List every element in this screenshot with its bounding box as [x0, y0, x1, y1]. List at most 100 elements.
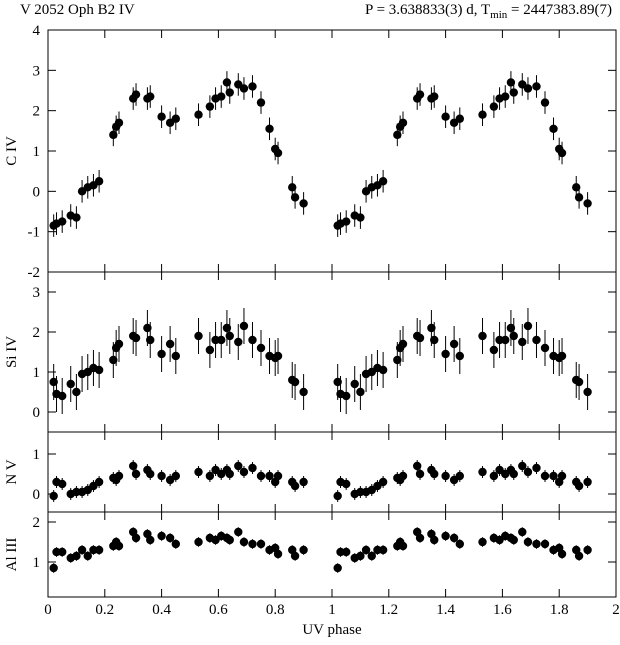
data-point	[146, 335, 155, 345]
data-point	[256, 343, 266, 353]
data-point	[478, 110, 487, 119]
data-point	[506, 323, 516, 333]
data-point	[532, 463, 541, 473]
data-point	[171, 539, 180, 549]
data-point	[583, 477, 592, 487]
data-point	[489, 471, 499, 481]
x-tick-label: 1.6	[493, 602, 512, 618]
data-point	[256, 539, 266, 549]
data-point	[157, 349, 166, 359]
data-point	[478, 331, 487, 341]
data-point	[398, 339, 408, 349]
ephemeris: P = 3.638833(3) d, Tmin = 2447383.89(7)	[365, 2, 612, 21]
data-point	[583, 199, 592, 208]
data-point	[430, 469, 439, 479]
data-point	[583, 545, 592, 555]
data-point	[415, 90, 425, 99]
data-point	[574, 193, 584, 202]
data-point	[342, 479, 351, 489]
data-point	[557, 471, 567, 481]
data-point	[234, 337, 243, 347]
x-tick-label: 0.4	[152, 602, 171, 618]
data-point	[333, 377, 342, 387]
data-point	[290, 551, 300, 561]
data-point	[378, 177, 388, 186]
data-point	[430, 535, 439, 545]
data-point	[509, 88, 518, 97]
data-point	[441, 471, 450, 481]
data-point	[342, 391, 351, 401]
data-point	[109, 130, 118, 140]
y-axis-label: N V	[4, 459, 20, 484]
data-point	[114, 471, 124, 481]
x-tick-label: 0.8	[266, 602, 285, 618]
data-point	[171, 471, 180, 481]
data-point	[342, 547, 351, 557]
x-tick-label: 1.8	[550, 602, 569, 618]
data-point	[449, 533, 459, 543]
data-point	[501, 92, 510, 101]
data-point	[58, 547, 67, 557]
data-point	[489, 345, 499, 355]
y-axis-label: Al III	[4, 538, 20, 572]
data-point	[194, 331, 203, 341]
y-tick-label: 4	[33, 23, 41, 39]
data-point	[509, 469, 518, 479]
data-point	[165, 533, 175, 543]
data-point	[72, 551, 81, 561]
data-point	[518, 461, 527, 471]
data-point	[299, 199, 308, 208]
ephemeris-text: = 2447383.89(7)	[507, 2, 612, 18]
data-point	[290, 193, 300, 202]
data-point	[532, 335, 541, 345]
data-point	[273, 148, 283, 158]
x-tick-label: 0.2	[95, 602, 114, 618]
panel-frame	[47, 511, 617, 598]
data-point	[290, 377, 300, 387]
y-tick-label: -2	[28, 265, 41, 281]
data-point	[165, 339, 175, 349]
data-point	[455, 351, 464, 361]
data-point	[356, 551, 365, 561]
data-point	[378, 545, 388, 555]
data-point	[378, 477, 388, 487]
data-point	[239, 321, 249, 331]
y-axis-label: Si IV	[4, 336, 20, 368]
y-tick-label: 1	[33, 447, 41, 463]
data-point	[49, 377, 58, 387]
data-point	[217, 335, 226, 345]
data-point	[94, 365, 104, 375]
data-point	[557, 351, 567, 361]
data-point	[234, 527, 243, 537]
data-point	[333, 491, 342, 501]
data-point	[342, 217, 351, 226]
data-point	[449, 339, 459, 349]
data-point	[205, 345, 215, 355]
data-point	[72, 387, 81, 397]
data-point	[455, 539, 464, 549]
data-point	[518, 337, 527, 347]
data-point	[572, 183, 581, 192]
data-point	[333, 563, 342, 573]
y-tick-label: 3	[33, 285, 41, 301]
data-point	[574, 551, 584, 561]
data-point	[234, 461, 243, 471]
y-tick-label: 2	[33, 325, 41, 341]
data-point	[114, 339, 124, 349]
data-point	[171, 351, 180, 361]
x-axis-label: UV phase	[302, 622, 362, 638]
y-tick-label: 1	[33, 144, 41, 160]
data-point	[109, 355, 118, 365]
data-point	[194, 110, 203, 119]
data-point	[430, 92, 439, 101]
data-point	[131, 533, 141, 543]
y-axis-label: C IV	[4, 136, 20, 166]
data-point	[532, 539, 541, 549]
data-point	[49, 563, 58, 573]
data-point	[478, 467, 487, 477]
data-point	[361, 545, 371, 555]
data-point	[94, 177, 104, 186]
data-point	[131, 469, 141, 479]
data-point	[171, 114, 180, 123]
